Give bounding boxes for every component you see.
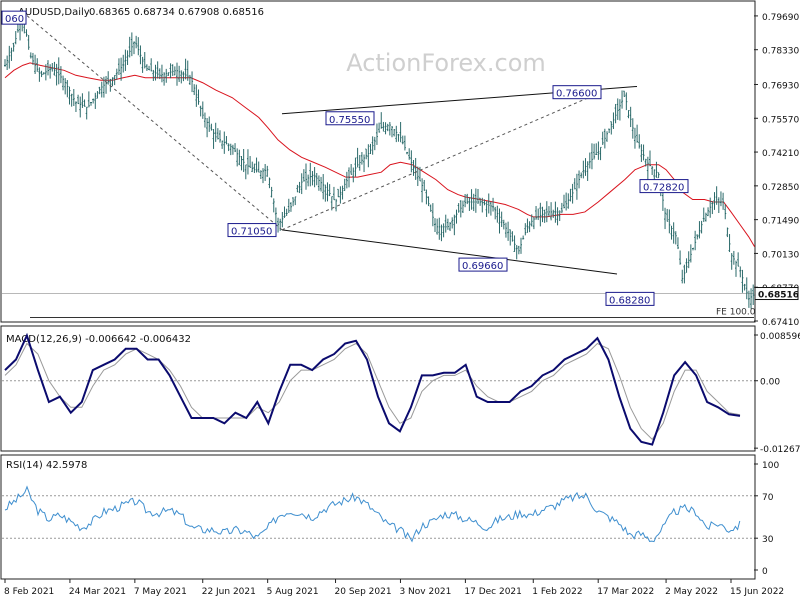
x-axis-tick-label: 24 Mar 2021: [69, 587, 126, 597]
price-annotation-label: 0.72820: [643, 183, 684, 194]
x-axis-tick-label: 3 Nov 2021: [399, 587, 451, 597]
watermark: ActionForex.com: [346, 49, 546, 77]
rsi-panel-frame: [0, 454, 756, 580]
macd-panel-frame: [0, 325, 756, 452]
price-annotation-box: [1, 10, 27, 25]
price-annotation-label: 0.75550: [329, 115, 370, 126]
price-annotation-box: [552, 85, 602, 100]
fib-extension-label: FE 100.0: [716, 308, 756, 318]
x-axis-tick-label: 15 Jun 2022: [730, 587, 784, 597]
x-axis-tick-label: 8 Feb 2021: [4, 587, 54, 597]
macd-title: MACD(12,26,9) -0.006642 -0.006432: [6, 334, 191, 345]
price-y-tick-label: 0.76930: [762, 81, 799, 91]
x-axis-tick-label: 5 Aug 2021: [267, 587, 319, 597]
fib-projection-dashed-line-1: [26, 15, 283, 231]
price-y-tick-label: 0.70130: [762, 250, 799, 260]
price-y-tick-label: 0.79690: [762, 13, 799, 23]
last-price-box: [754, 287, 799, 301]
price-annotation-box: [227, 223, 277, 238]
macd-y-tick-label: 0.008596: [760, 332, 800, 342]
price-annotation-label: 0.69660: [462, 261, 503, 272]
symbol-label: AUDUSD,Daily: [18, 7, 90, 18]
price-y-tick-label: 0.67410: [762, 318, 799, 328]
price-annotation-label: 0.68280: [609, 295, 650, 306]
x-axis-tick-label: 7 May 2021: [134, 587, 187, 597]
rsi-y-tick-label: 0: [762, 567, 768, 577]
rsi-y-tick-label: 100: [762, 461, 779, 471]
rsi-line: [4, 485, 741, 543]
last-price-label: 0.68516: [758, 291, 799, 301]
price-annotation-label: 0.76600: [556, 89, 597, 100]
x-axis-tick-label: 22 Jun 2021: [202, 587, 256, 597]
ohlc-values: 0.68365 0.68734 0.67908 0.68516: [89, 7, 264, 18]
price-y-tick-label: 0.74210: [762, 149, 799, 159]
price-annotation-label: 060: [5, 14, 24, 25]
macd-y-tick-label: 0.00: [760, 378, 780, 388]
macd-line: [4, 332, 741, 446]
price-y-tick-label: 0.78330: [762, 47, 799, 57]
x-axis-tick-label: 2 May 2022: [665, 587, 718, 597]
channel-lower-trendline: [281, 229, 618, 275]
rsi-title: RSI(14) 42.5978: [6, 460, 87, 471]
price-panel-frame: [0, 0, 756, 323]
price-annotation-box: [605, 291, 655, 306]
price-annotation-box: [325, 111, 375, 126]
price-y-tick-label: 0.71490: [762, 217, 799, 227]
x-axis-tick-label: 1 Feb 2022: [532, 587, 582, 597]
price-annotation-label: 0.71050: [231, 227, 272, 238]
macd-y-tick-label: -0.01267: [760, 445, 800, 455]
price-annotation-box: [458, 257, 508, 272]
price-y-tick-label: 0.75570: [762, 115, 799, 125]
price-annotation-box: [639, 179, 689, 194]
price-y-tick-label: 0.72850: [762, 183, 799, 193]
rsi-y-tick-label: 70: [762, 493, 774, 503]
fib-projection-dashed-line-2: [281, 92, 601, 231]
x-axis-tick-label: 17 Mar 2022: [597, 587, 654, 597]
rsi-y-tick-label: 30: [762, 535, 774, 545]
x-axis-tick-label: 20 Sep 2021: [335, 587, 392, 597]
x-axis-tick-label: 17 Dec 2021: [464, 587, 522, 597]
macd-signal-line: [4, 342, 741, 441]
